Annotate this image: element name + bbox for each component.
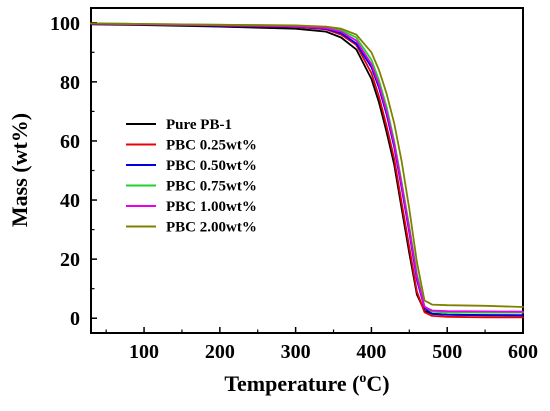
legend: Pure PB-1 PBC 0.25wt% PBC 0.50wt% PBC 0.75w… bbox=[126, 117, 257, 236]
y-tick-label-60: 60 bbox=[60, 131, 80, 153]
legend-label-3: PBC 0.75wt% bbox=[166, 179, 257, 195]
y-tick-label-100: 100 bbox=[50, 13, 80, 35]
series-line-5 bbox=[90, 22, 524, 308]
x-tick-label-200: 200 bbox=[205, 341, 235, 363]
y-tick-label-0: 0 bbox=[70, 308, 80, 330]
series-line-1 bbox=[90, 22, 524, 319]
plot-frame bbox=[90, 7, 524, 334]
legend-label-1: PBC 0.25wt% bbox=[166, 138, 257, 154]
series-line-2 bbox=[90, 22, 524, 317]
y-tick-label-40: 40 bbox=[60, 190, 80, 212]
series-line-4 bbox=[90, 22, 524, 313]
x-axis-title-unit: C) bbox=[366, 371, 389, 396]
x-axis-title: Temperature (oC) bbox=[224, 371, 389, 396]
legend-label-0: Pure PB-1 bbox=[166, 117, 232, 133]
x-tick-label-300: 300 bbox=[281, 341, 311, 363]
axis-ticks: 100 200 300 400 500 600 0 20 40 60 80 100 bbox=[50, 13, 538, 363]
y-tick-label-80: 80 bbox=[60, 72, 80, 94]
x-axis-title-main: Temperature ( bbox=[224, 371, 359, 396]
y-tick-label-20: 20 bbox=[60, 249, 80, 271]
x-tick-label-500: 500 bbox=[432, 341, 462, 363]
x-tick-label-600: 600 bbox=[508, 341, 538, 363]
y-axis-title: Mass (wt%) bbox=[7, 113, 32, 227]
series-layer bbox=[90, 22, 524, 319]
legend-label-2: PBC 0.50wt% bbox=[166, 158, 257, 174]
x-tick-label-100: 100 bbox=[129, 341, 159, 363]
series-line-3 bbox=[90, 22, 524, 314]
x-axis-title-superscript: o bbox=[359, 371, 366, 386]
legend-label-5: PBC 2.00wt% bbox=[166, 220, 257, 236]
series-line-0 bbox=[90, 23, 524, 317]
legend-label-4: PBC 1.00wt% bbox=[166, 199, 257, 215]
x-tick-label-400: 400 bbox=[356, 341, 386, 363]
